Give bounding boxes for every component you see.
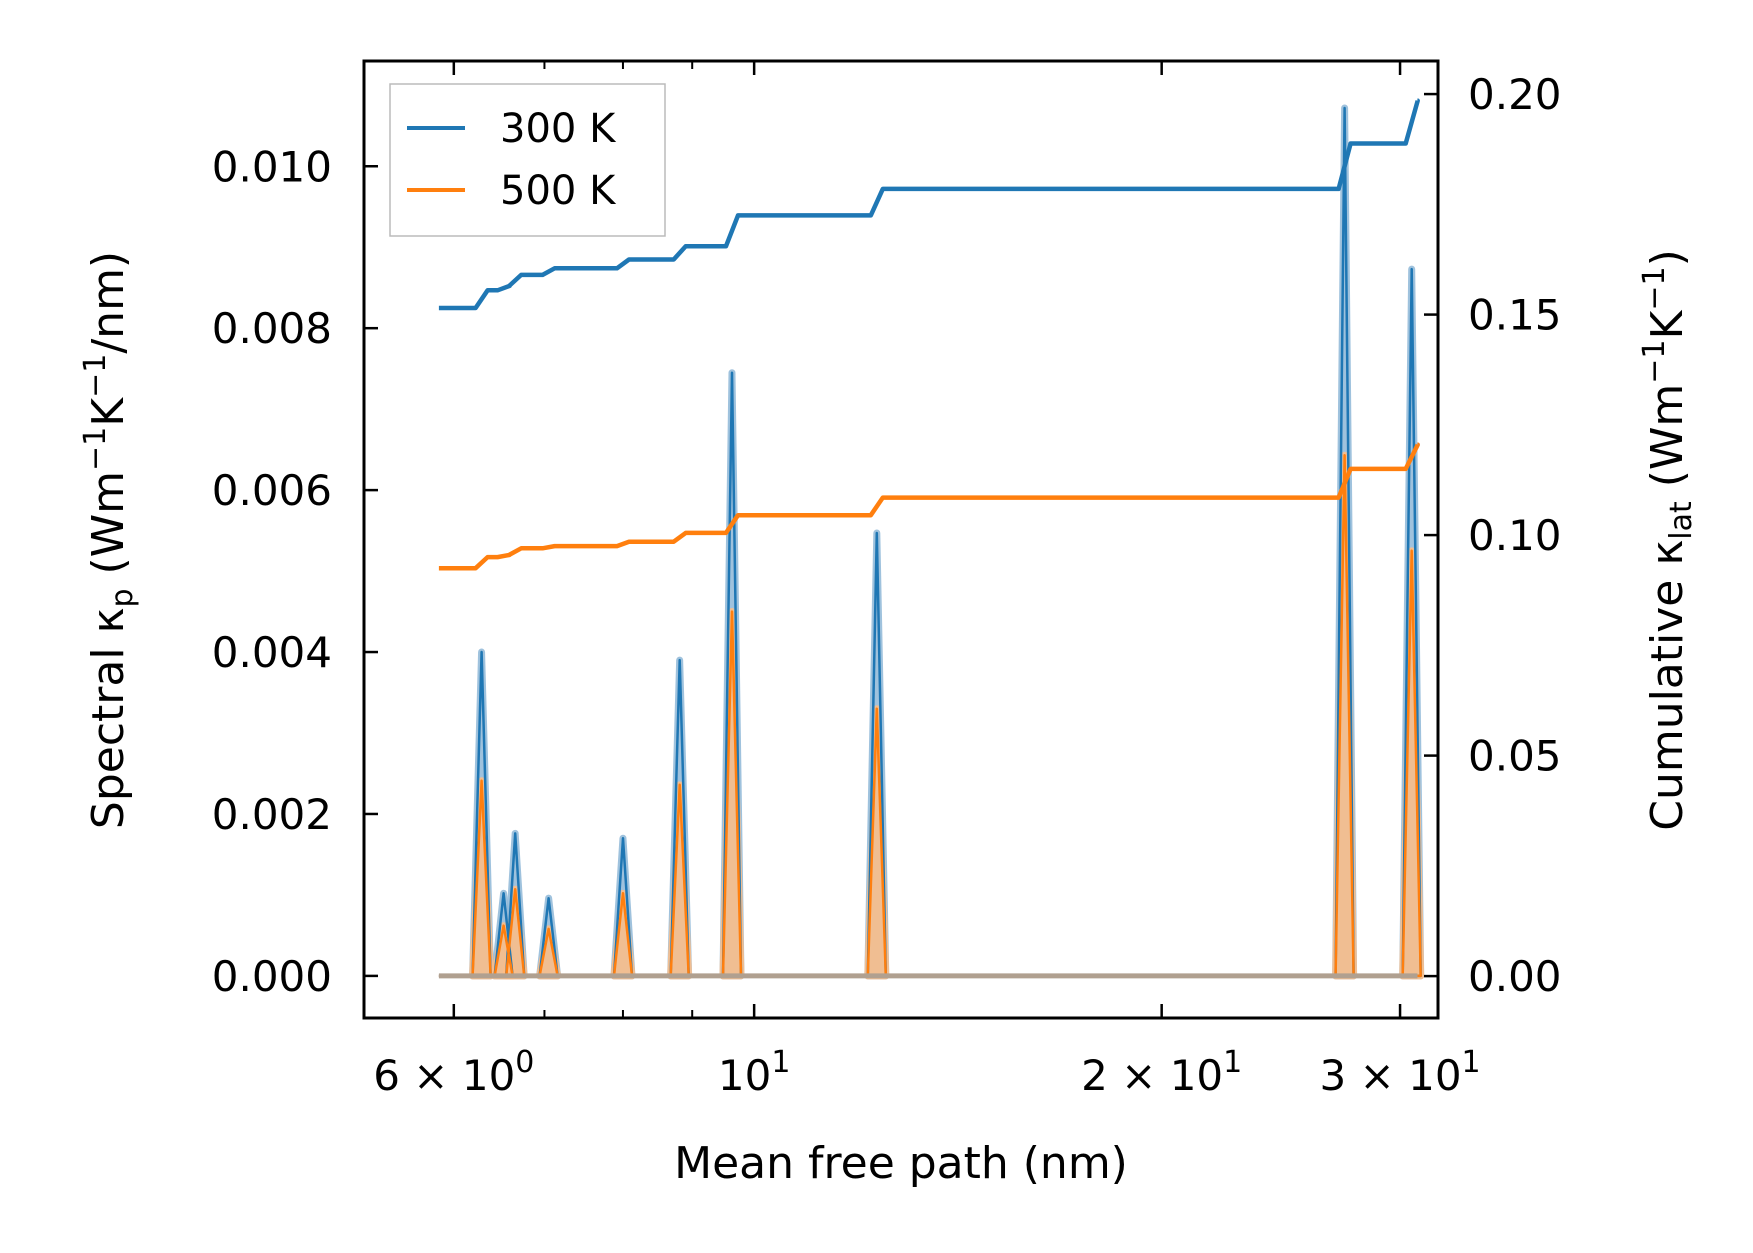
y-right-axis-label: Cumulative κlat (Wm−1K−1) [1637,249,1699,831]
x-axis-label: Mean free path (nm) [674,1138,1128,1189]
legend: 300 K 500 K [389,83,666,237]
y-left-axis-label: Spectral κp (Wm−1K−1/nm) [78,251,140,829]
y-right-tick-label-2: 0.10 [1468,511,1562,560]
legend-label-500k: 500 K [500,168,617,214]
y-right-tick-label-1: 0.05 [1468,732,1562,781]
x-tick-label-0: 6 × 100 [373,1045,534,1100]
cumulative-line-300k [438,98,1420,311]
y-right-tick-label-4: 0.20 [1468,70,1562,119]
spectral-line-500k [438,454,1422,978]
spectral-line-300k [438,106,1422,978]
spectral-lines [438,106,1422,979]
y-right-tick-label-0: 0.00 [1468,952,1562,1001]
y-left-tick-label-1: 0.002 [212,790,332,839]
y-left-tick-label-0: 0.000 [212,952,332,1001]
cumulative-line-500k [438,442,1420,571]
spectral-fills [469,104,1425,980]
y-left-tick-label-2: 0.004 [212,628,332,677]
x-tick-label-1: 101 [718,1045,791,1100]
legend-label-300k: 300 K [500,106,617,152]
y-left-tick-label-5: 0.010 [212,142,332,191]
plot-frame [362,59,1440,1020]
x-tick-label-3: 3 × 101 [1319,1045,1480,1100]
y-left-tick-label-3: 0.006 [212,466,332,515]
x-tick-label-2: 2 × 101 [1081,1045,1242,1100]
legend-box [389,83,666,237]
y-left-tick-label-4: 0.008 [212,304,332,353]
axis-ticks: 6 × 100 101 2 × 101 3 × 101 0.000 0.002 0.004 0… [212,61,1562,1100]
y-right-tick-label-3: 0.15 [1468,291,1562,340]
cumulative-lines [438,98,1420,571]
